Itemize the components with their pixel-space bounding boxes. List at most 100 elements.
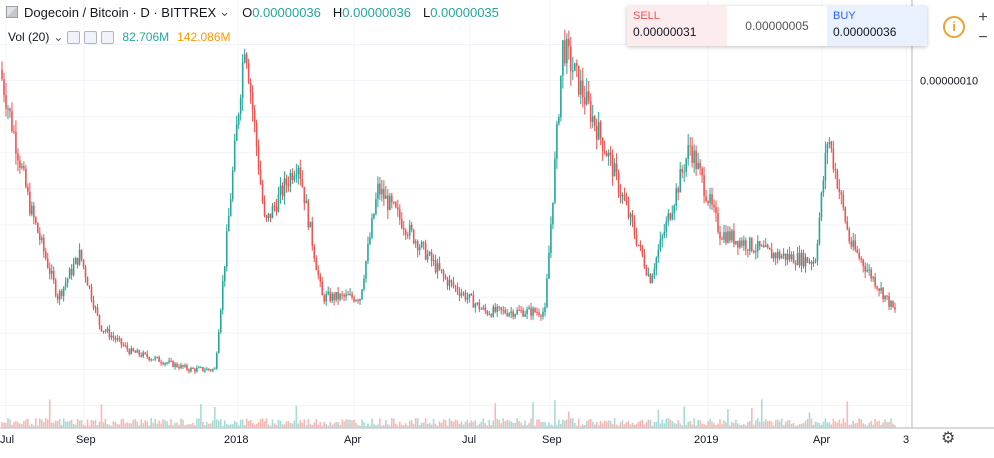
info-icon[interactable]: i <box>943 16 965 38</box>
volume-bar <box>864 424 866 428</box>
volume-bar <box>13 422 15 428</box>
candle-body <box>217 331 220 354</box>
volume-bar <box>46 419 49 428</box>
volume-bar <box>492 420 495 428</box>
candle-body <box>11 111 13 132</box>
volume-bar <box>333 423 335 428</box>
candle-body <box>721 238 723 240</box>
candle-body <box>192 367 194 369</box>
candle-body <box>114 337 117 340</box>
candle-body <box>160 361 162 364</box>
candle-body <box>536 312 538 314</box>
volume-bar <box>635 423 638 428</box>
volume-label[interactable]: Vol (20) <box>8 30 50 44</box>
volume-bar <box>631 422 634 428</box>
symbol-chevron-icon[interactable]: ⌄ <box>219 4 231 19</box>
candle-body <box>454 285 457 287</box>
candle-body <box>35 217 37 224</box>
candle-body <box>341 294 343 296</box>
volume-bar <box>62 418 65 428</box>
volume-bar <box>659 423 662 428</box>
volume-bar <box>416 418 419 428</box>
candle-body <box>488 314 491 316</box>
volume-bar <box>717 423 719 428</box>
symbol-title[interactable]: Dogecoin / Bitcoin · D · BITTREX <box>24 4 217 20</box>
candle-body <box>824 152 827 181</box>
settings-icon[interactable] <box>84 30 98 44</box>
volume-bar <box>506 419 508 428</box>
volume-bar <box>108 424 111 428</box>
volume-bar <box>687 421 689 428</box>
candle-body <box>176 363 178 367</box>
volume-bar <box>583 425 586 428</box>
candle-body <box>581 80 584 98</box>
candle-body <box>339 294 341 300</box>
candle-body <box>534 308 536 313</box>
candle-body <box>796 253 799 265</box>
volume-bar <box>808 412 811 428</box>
candle-body <box>327 291 329 295</box>
candle-body <box>331 293 333 301</box>
volume-bar <box>530 418 532 428</box>
zoom-out-button[interactable]: − <box>978 29 988 46</box>
volume-bar <box>122 418 125 428</box>
candle-body <box>838 188 841 193</box>
candle-body <box>357 300 359 302</box>
volume-bar <box>341 419 343 428</box>
volume-bar <box>613 418 616 428</box>
zoom-in-button[interactable]: + <box>978 9 988 26</box>
volume-bar <box>448 418 451 428</box>
candle-body <box>464 292 467 300</box>
volume-bar <box>745 425 747 428</box>
low-label: L <box>422 4 431 20</box>
volume-bar <box>78 420 81 428</box>
volume-bar <box>31 423 33 428</box>
candle-body <box>422 241 425 244</box>
candle-body <box>17 153 19 161</box>
candle-body <box>772 253 775 259</box>
candle-body <box>309 221 312 228</box>
candle-body <box>695 150 697 169</box>
candle-body <box>645 267 648 276</box>
volume-bar <box>192 422 194 428</box>
volume-bar <box>321 425 324 428</box>
candle-body <box>80 249 83 260</box>
gear-icon[interactable]: ⚙ <box>941 430 956 447</box>
volume-bar <box>273 423 276 428</box>
candle-body <box>675 188 678 206</box>
candle-body <box>472 295 475 308</box>
close-icon[interactable] <box>101 30 115 44</box>
buy-button[interactable]: BUY 0.00000036 <box>827 6 927 46</box>
visibility-icon[interactable] <box>67 30 81 44</box>
sell-button[interactable]: SELL 0.00000031 <box>627 6 727 46</box>
volume-bar <box>343 421 345 428</box>
volume-bar <box>504 421 506 428</box>
volume-bar <box>247 421 250 428</box>
volume-bar <box>86 419 89 428</box>
candle-body <box>361 289 363 300</box>
candle-body <box>58 291 61 300</box>
candle-body <box>287 184 290 186</box>
volume-bar <box>558 419 560 428</box>
candle-body <box>395 202 397 208</box>
volume-chevron-icon[interactable]: ⌄ <box>53 30 64 44</box>
candle-body <box>1 69 3 80</box>
candle-body <box>196 367 198 372</box>
candle-body <box>868 269 870 271</box>
volume-bar <box>144 420 146 428</box>
candle-body <box>233 140 236 171</box>
candle-body <box>389 195 391 210</box>
volume-bar <box>562 419 564 428</box>
volume-bar <box>671 421 674 428</box>
volume-bar <box>725 422 727 428</box>
candle-body <box>231 170 234 200</box>
candle-body <box>225 231 228 267</box>
volume-bar <box>838 419 841 428</box>
candle-body <box>112 335 115 338</box>
volume-bar <box>351 420 353 428</box>
candle-body <box>64 282 67 287</box>
volume-bar <box>818 422 821 428</box>
candle-body <box>856 249 859 253</box>
candle-body <box>577 65 580 95</box>
